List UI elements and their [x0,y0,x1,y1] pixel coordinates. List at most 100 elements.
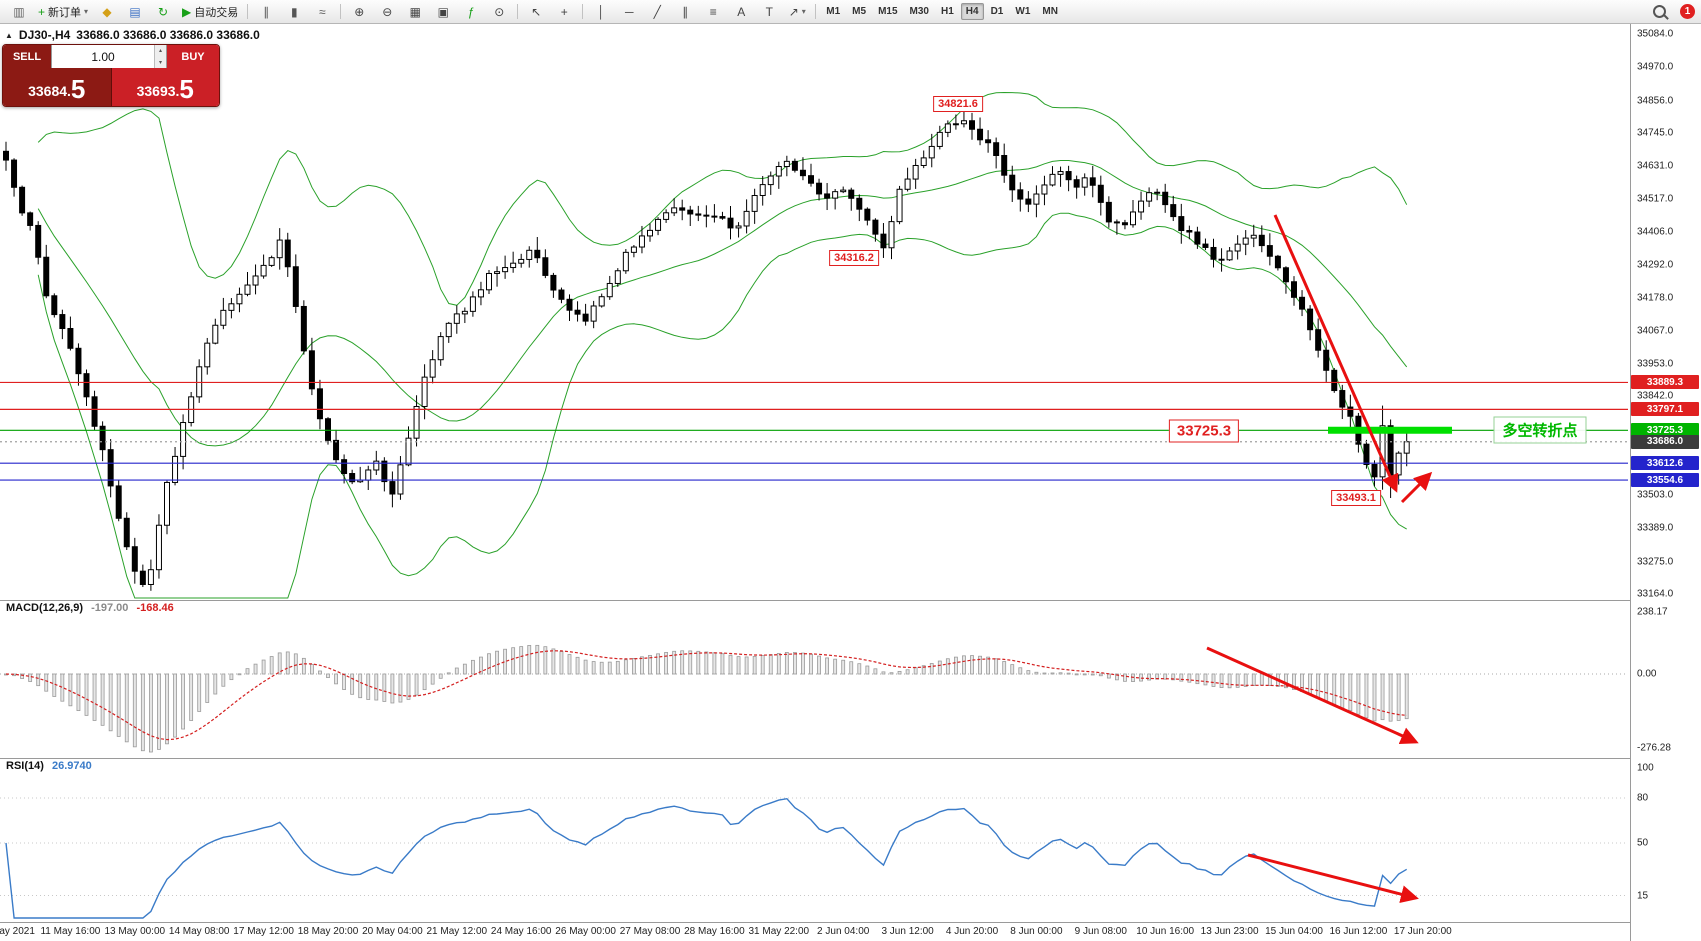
time-label: 27 May 08:00 [619,926,681,937]
indicators-icon[interactable]: ƒ [458,2,484,22]
trend-arrow[interactable] [1273,214,1399,493]
crosshair-icon[interactable]: + [551,2,577,22]
notification-badge[interactable]: 1 [1680,4,1695,19]
equidistant-channel-icon[interactable]: ∥ [672,2,698,22]
chart-window-icon: ▥ [13,4,25,19]
tile-windows-icon[interactable]: ▦ [402,2,428,22]
volume-up-button[interactable]: ▴ [155,45,166,57]
macd-signal-line [5,650,1407,741]
text-label-icon[interactable]: T [756,2,782,22]
trend-arrow[interactable] [1400,471,1433,504]
time-label: 13 Jun 23:00 [1200,926,1259,937]
chevron-down-icon: ▾ [801,7,806,16]
turning-point-note[interactable]: 多空转折点 [1493,416,1587,444]
price-tick: 34178.0 [1637,292,1674,304]
trendline-icon[interactable]: ╱ [644,2,670,22]
symbol-period: DJ30-,H4 [18,28,71,42]
buy-price-button[interactable]: 33693. 5 [111,68,219,106]
zoom-out-icon: ⊖ [382,4,393,19]
toolbar-separator [517,4,519,19]
timeframe-button-m1[interactable]: M1 [826,6,841,17]
new-order-button-label: 新订单 [48,6,82,19]
bar-chart-mode-icon[interactable]: ∥ [253,2,279,22]
timeframe-button-m5[interactable]: M5 [852,6,867,17]
navigator-icon[interactable]: ↻ [150,2,176,22]
vertical-line-icon[interactable]: │ [588,2,614,22]
time-label: 31 May 22:00 [748,926,810,937]
periods-icon[interactable]: ⊙ [486,2,512,22]
zoom-out-icon[interactable]: ⊖ [374,2,400,22]
line-chart-mode-icon[interactable]: ≈ [309,2,335,22]
rsi-scale-label: 15 [1637,890,1649,901]
bollinger-bands [37,91,1408,599]
timeframe-button-m30[interactable]: M30 [909,6,929,17]
price-scale[interactable]: 35084.0 34970.0 34856.0 34745.0 34631.0 34517… [1631,24,1701,941]
price-tick: 33953.0 [1637,358,1674,370]
profiles-icon[interactable]: ◆ [94,2,120,22]
crosshair-icon: + [560,4,568,19]
toolbar-separator [582,4,584,19]
new-order-button: + [38,4,46,19]
price-line-label: 33725.3 [1631,423,1699,438]
buy-button[interactable]: BUY [167,45,219,68]
volume-value[interactable]: 1.00 [91,49,115,64]
search-icon[interactable] [1646,2,1672,22]
zoom-in-icon: ⊕ [354,4,365,19]
chart-title: ▲ DJ30-,H4 33686.0 33686.0 33686.0 33686… [5,28,260,42]
time-label: 17 Jun 20:00 [1393,926,1452,937]
price-callout[interactable]: 33493.1 [1331,490,1381,506]
time-label: 26 May 00:00 [555,926,616,937]
tile-windows-icon: ▦ [409,4,421,19]
rsi-label: RSI(14) 26.9740 [6,760,92,772]
new-order-button[interactable]: + 新订单 ▾ [34,2,92,22]
cursor-icon[interactable]: ↖ [523,2,549,22]
sell-price-button[interactable]: 33684. 5 [3,68,112,106]
cascade-windows-icon[interactable]: ▣ [430,2,456,22]
zoom-in-icon[interactable]: ⊕ [346,2,372,22]
timeframe-button-m15[interactable]: M15 [878,6,898,17]
price-tick: 34292.0 [1637,259,1674,271]
bid-price-big-digit: 5 [70,74,86,104]
time-label: 21 May 12:00 [426,926,488,937]
rsi-scale-label: 50 [1637,837,1649,849]
volume-field[interactable]: 1.00 ▴ ▾ [51,45,167,68]
chart-window-icon[interactable]: ▥ [6,2,32,22]
time-label: 11 May 16:00 [40,926,101,937]
level-lines[interactable] [0,381,1628,481]
candlestick-mode-icon: ▮ [290,4,298,19]
trend-arrow[interactable] [1247,853,1419,903]
price-tick: 34631.0 [1637,160,1674,172]
volume-down-button[interactable]: ▾ [155,56,166,68]
price-tick: 33842.0 [1637,390,1674,402]
rsi-line [5,797,1408,919]
arrows-icon[interactable]: ↗ ▾ [784,2,810,22]
timeframe-button-h4[interactable]: H4 [960,3,984,20]
price-callout[interactable]: 34316.2 [829,250,879,266]
price-line-label: 33554.6 [1631,473,1699,488]
time-label: 17 May 12:00 [233,926,294,937]
text-icon[interactable]: A [728,2,754,22]
cursor-icon: ↖ [531,4,542,19]
bid-price: 33684. [28,83,71,100]
price-callout[interactable]: 34821.6 [933,96,983,112]
timeframe-button-mn[interactable]: MN [1042,6,1058,17]
time-label: 14 May 08:00 [168,926,230,937]
timeframe-button-h1[interactable]: H1 [940,6,954,17]
sell-button[interactable]: SELL [3,45,51,68]
auto-trading-button[interactable]: ▶ 自动交易 [178,2,242,22]
horizontal-line-icon[interactable]: ─ [616,2,642,22]
time-label: 2 Jun 04:00 [817,926,870,937]
market-watch-icon[interactable]: ▤ [122,2,148,22]
timeframe-button-d1[interactable]: D1 [990,6,1004,17]
candles-layer [3,110,1410,591]
ask-price: 33693. [136,83,180,100]
time-label: 20 May 04:00 [362,926,423,937]
price-callout[interactable]: 33725.3 [1168,419,1240,443]
timeframe-button-w1[interactable]: W1 [1015,6,1031,17]
fibonacci-icon[interactable]: ≡ [700,2,726,22]
trend-arrow[interactable] [1206,646,1419,745]
candlestick-mode-icon[interactable]: ▮ [281,2,307,22]
time-label: 4 Jun 20:00 [945,926,999,937]
